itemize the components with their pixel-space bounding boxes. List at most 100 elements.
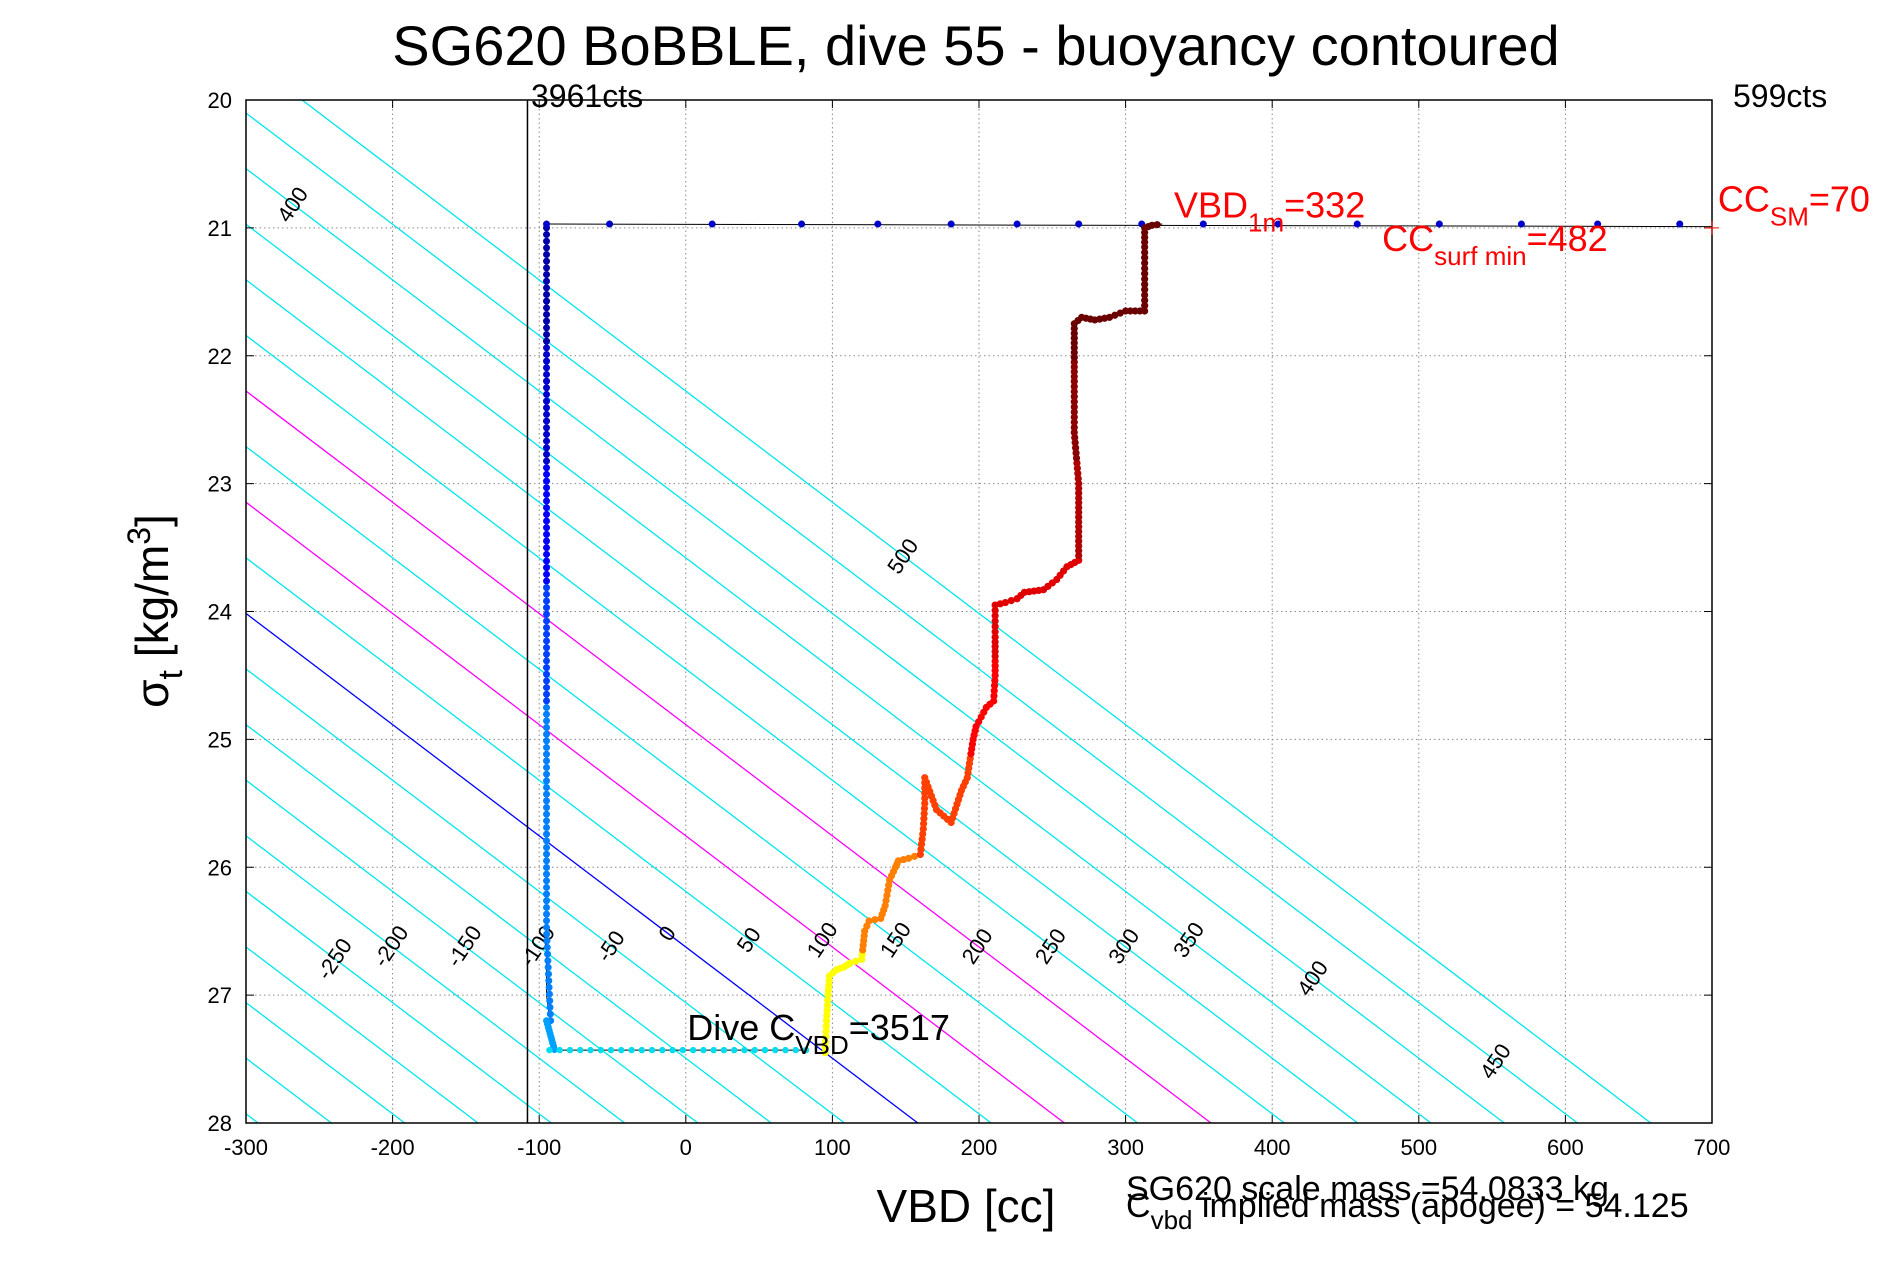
bottom-point: [607, 1046, 615, 1054]
dive-point: [543, 604, 551, 612]
dive-point: [543, 370, 551, 378]
climb-point: [1070, 423, 1078, 431]
bottom-point: [659, 1046, 666, 1054]
right-counts-label: 599cts: [1733, 78, 1827, 114]
dive-point: [544, 957, 552, 965]
dive-point: [543, 350, 551, 358]
x-tick-label: 700: [1694, 1135, 1731, 1160]
dive-point: [545, 983, 553, 991]
y-axis-label: σt [kg/m3]: [121, 514, 190, 708]
annotation: VBD1m=332: [1174, 185, 1365, 238]
dive-point: [543, 577, 551, 585]
climb-point: [821, 1043, 829, 1051]
y-tick-label: 24: [208, 600, 232, 625]
dive-point: [543, 424, 551, 432]
climb-point: [921, 794, 929, 802]
climb-point: [1070, 398, 1078, 406]
dive-point: [543, 637, 551, 645]
dive-point: [543, 584, 551, 592]
dive-point: [543, 297, 551, 305]
surface-point: [708, 220, 716, 228]
climb-point: [822, 1022, 830, 1030]
contour-line: [246, 779, 699, 1123]
left-counts-label: 3961cts: [531, 78, 643, 114]
climb-point: [920, 804, 929, 813]
footer-c-sub: vbd: [1151, 1205, 1193, 1235]
bottom-point: [782, 1046, 789, 1054]
climb-point: [990, 692, 998, 700]
dive-point: [543, 290, 551, 298]
annotation-value: =482: [1527, 218, 1608, 259]
dive-point: [543, 257, 551, 265]
dive-point: [543, 597, 551, 605]
contour-line: [246, 946, 479, 1123]
dive-point: [543, 244, 551, 252]
climb-point: [822, 1033, 830, 1041]
climb-point: [823, 1001, 832, 1009]
climb-point: [1153, 221, 1161, 229]
contour-line: [246, 557, 992, 1123]
climb-point: [1070, 418, 1078, 426]
dive-point: [543, 617, 551, 625]
climb-point: [824, 996, 832, 1004]
dive-point: [543, 497, 551, 505]
dive-point: [543, 430, 551, 438]
climb-point: [1070, 387, 1078, 396]
bottom-point: [772, 1046, 779, 1054]
y-tick-label: 21: [208, 216, 232, 241]
bottom-point: [577, 1046, 584, 1054]
climb-point: [910, 852, 919, 860]
contour-line: [246, 612, 919, 1123]
bottom-point: [566, 1046, 574, 1054]
x-axis-label: VBD [cc]: [877, 1180, 1056, 1232]
climb-point: [1141, 291, 1149, 299]
annotation-value: =332: [1284, 185, 1365, 226]
dive-point: [543, 730, 551, 738]
y-tick-label: 26: [208, 855, 232, 880]
climb-point: [1141, 296, 1149, 304]
climb-point: [871, 916, 879, 924]
dive-point: [546, 997, 554, 1005]
surface-point: [874, 220, 882, 228]
climb-point: [919, 825, 927, 833]
dive-point: [543, 757, 551, 765]
surface-point: [1274, 220, 1282, 228]
dive-point: [543, 823, 551, 831]
contour-line: [246, 334, 1285, 1123]
bottom-point: [638, 1046, 646, 1054]
bottom-point: [679, 1046, 687, 1054]
climb-point: [990, 682, 999, 690]
climb-point: [1141, 248, 1149, 256]
y-label-close: ]: [126, 514, 178, 527]
climb-point: [1141, 254, 1149, 262]
bottom-point: [689, 1046, 697, 1054]
climb-point: [1141, 259, 1149, 267]
contour-line: [246, 835, 625, 1123]
dive-point: [543, 710, 551, 718]
climb-point: [1141, 275, 1149, 283]
surface-point: [1517, 220, 1525, 228]
annotation-main: Dive C: [687, 1007, 795, 1048]
climb-point: [1141, 302, 1149, 310]
climb-point: [905, 854, 913, 862]
x-tick-label: 400: [1254, 1135, 1291, 1160]
bottom-point: [597, 1046, 604, 1054]
climb-point: [1070, 393, 1078, 401]
x-tick-label: 200: [961, 1135, 998, 1160]
climb-point: [990, 687, 998, 695]
surface-point: [1353, 220, 1361, 228]
surface-point: [1013, 220, 1021, 228]
climb-point: [991, 622, 999, 631]
dive-point: [543, 684, 551, 692]
climb-point: [823, 1011, 831, 1020]
contour-line: [246, 112, 1578, 1123]
dive-point: [543, 264, 551, 272]
dive-point: [543, 477, 551, 485]
dive-point: [543, 664, 551, 672]
dive-point: [543, 570, 551, 578]
dive-point: [546, 1003, 554, 1011]
bottom-point: [761, 1046, 769, 1054]
dive-point: [543, 484, 551, 492]
bottom-point: [546, 1046, 553, 1054]
